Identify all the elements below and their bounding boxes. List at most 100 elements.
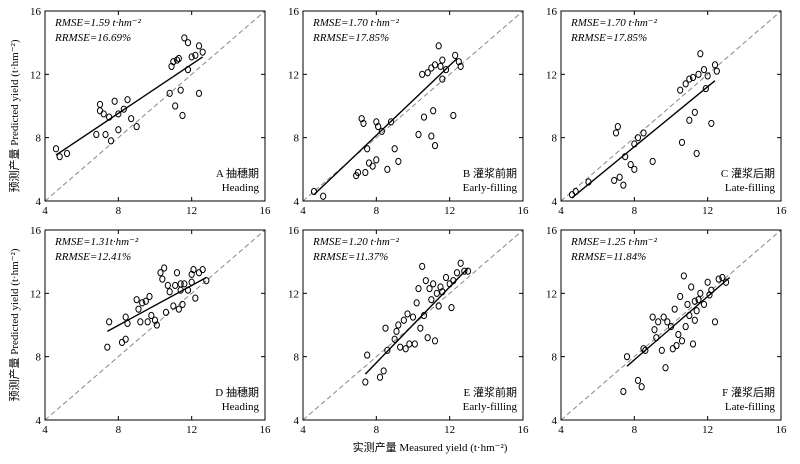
x-tick-label-b: 4 — [300, 205, 306, 217]
x-tick-label-a: 12 — [186, 205, 197, 217]
data-point-b — [387, 118, 395, 126]
plot-frame-f — [560, 229, 782, 421]
data-point-c — [631, 140, 638, 148]
y-tick-label-a: 8 — [36, 133, 42, 145]
data-point-e — [400, 316, 407, 324]
x-tick-label-d: 16 — [260, 424, 272, 436]
data-point-e — [435, 302, 442, 310]
x-tick-label-f: 8 — [632, 424, 638, 436]
data-point-f — [638, 383, 645, 391]
data-point-c — [682, 80, 689, 88]
data-point-e — [424, 334, 431, 342]
data-point-c — [713, 67, 720, 75]
y-tick-label-e: 16 — [288, 225, 300, 237]
data-point-d — [137, 318, 144, 326]
x-tick-label-b: 12 — [444, 205, 455, 217]
x-tick-label-b: 16 — [518, 205, 530, 217]
data-point-c — [568, 191, 576, 199]
data-point-f — [640, 345, 647, 353]
data-point-d — [195, 269, 203, 277]
plot-frame-b — [302, 10, 524, 202]
data-point-b — [431, 141, 439, 150]
data-point-b — [369, 162, 376, 170]
reference-line-c — [560, 10, 782, 202]
reference-line-f — [560, 229, 782, 421]
y-tick-label-c: 4 — [552, 196, 558, 208]
data-point-c — [585, 178, 592, 186]
y-tick-label-c: 12 — [546, 69, 557, 81]
data-point-b — [320, 192, 327, 200]
data-point-f — [671, 305, 678, 313]
data-point-d — [104, 343, 111, 351]
y-tick-label-f: 4 — [552, 415, 558, 427]
data-point-d — [153, 321, 160, 329]
data-point-d — [179, 300, 186, 309]
data-point-f — [711, 318, 719, 326]
data-point-c — [708, 119, 715, 128]
data-point-c — [695, 70, 702, 78]
data-point-e — [417, 324, 424, 332]
data-point-d — [135, 305, 142, 313]
data-point-a — [52, 145, 60, 153]
data-point-e — [362, 378, 369, 386]
data-point-a — [96, 100, 104, 109]
data-point-f — [678, 337, 686, 345]
panel-label-en-e: Early-filling — [463, 401, 518, 413]
data-point-d — [162, 308, 170, 316]
panel-label-en-c: Late-filling — [725, 182, 776, 194]
data-point-f — [704, 278, 711, 286]
panel-a: 4 8 12 16 4 8 12 16 RMSE=1.59 t·hm⁻² RRMSE=16.69%… — [30, 6, 271, 217]
data-point-c — [689, 73, 697, 82]
reference-line-d — [44, 229, 266, 421]
panel-label-en-d: Heading — [222, 401, 260, 413]
data-point-f — [660, 313, 667, 321]
data-point-b — [442, 65, 450, 74]
data-point-c — [691, 108, 698, 116]
x-tick-label-d: 12 — [186, 424, 197, 436]
panel-label-en-b: Early-filling — [463, 182, 518, 194]
y-tick-label-e: 4 — [294, 415, 300, 427]
data-point-f — [688, 283, 695, 291]
data-point-a — [100, 110, 107, 118]
data-point-d — [199, 265, 206, 274]
data-point-f — [667, 322, 675, 331]
data-point-d — [142, 297, 149, 305]
panel-label-cn-e: E 灌浆前期 — [464, 385, 517, 399]
data-point-c — [640, 129, 647, 137]
data-point-d — [139, 299, 146, 307]
data-point-e — [382, 324, 389, 332]
data-point-b — [373, 156, 380, 164]
data-point-c — [702, 84, 709, 93]
data-point-b — [310, 187, 318, 196]
x-tick-label-c: 16 — [776, 205, 788, 217]
data-point-d — [184, 286, 192, 294]
data-point-e — [426, 284, 433, 293]
data-point-a — [172, 102, 179, 110]
panel-b: 4 8 12 16 4 8 12 16 RMSE=1.70 t·hm⁻² RRMSE=17.85%… — [288, 6, 529, 217]
data-point-c — [678, 138, 686, 147]
x-tick-label-e: 8 — [374, 424, 380, 436]
data-point-d — [133, 296, 140, 304]
fit-line-e — [364, 267, 469, 375]
y-tick-label-e: 12 — [288, 288, 299, 300]
data-point-b — [365, 159, 373, 167]
data-point-a — [188, 53, 195, 61]
x-tick-label-b: 8 — [374, 205, 380, 217]
panel-label-en-f: Late-filling — [725, 401, 776, 413]
data-point-e — [450, 277, 457, 285]
panel-label-cn-f: F 灌浆后期 — [722, 385, 775, 399]
data-point-c — [631, 165, 638, 173]
data-point-a — [179, 111, 186, 120]
data-point-a — [192, 51, 199, 59]
data-point-b — [457, 62, 464, 71]
data-point-f — [655, 318, 662, 326]
data-point-e — [457, 259, 464, 267]
data-point-f — [669, 345, 676, 353]
data-point-f — [682, 322, 689, 331]
data-point-e — [384, 346, 391, 354]
data-point-d — [122, 313, 129, 321]
rmse-text-a: RMSE=1.59 t·hm⁻² — [54, 17, 142, 29]
data-point-f — [695, 296, 702, 304]
data-point-e — [442, 273, 450, 282]
y-tick-label-d: 8 — [36, 352, 42, 364]
